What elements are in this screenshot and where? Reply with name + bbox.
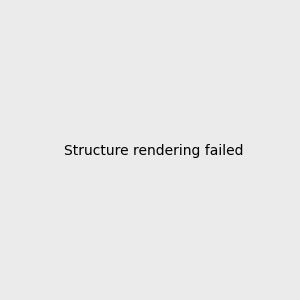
Text: Structure rendering failed: Structure rendering failed: [64, 145, 244, 158]
